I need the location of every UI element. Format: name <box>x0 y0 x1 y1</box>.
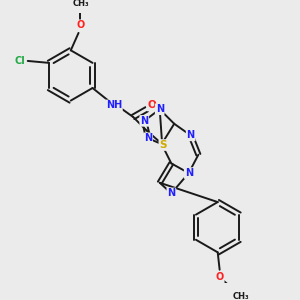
Text: NH: NH <box>106 100 122 110</box>
Text: CH₃: CH₃ <box>72 0 89 8</box>
Text: Cl: Cl <box>15 56 26 66</box>
Text: O: O <box>147 100 156 110</box>
Text: O: O <box>76 20 85 30</box>
Text: N: N <box>156 104 164 114</box>
Text: N: N <box>144 133 152 143</box>
Text: S: S <box>159 140 167 150</box>
Text: N: N <box>167 188 175 198</box>
Text: O: O <box>215 272 224 283</box>
Text: N: N <box>185 168 193 178</box>
Text: N: N <box>187 130 195 140</box>
Text: CH₃: CH₃ <box>232 292 249 300</box>
Text: N: N <box>140 116 148 126</box>
